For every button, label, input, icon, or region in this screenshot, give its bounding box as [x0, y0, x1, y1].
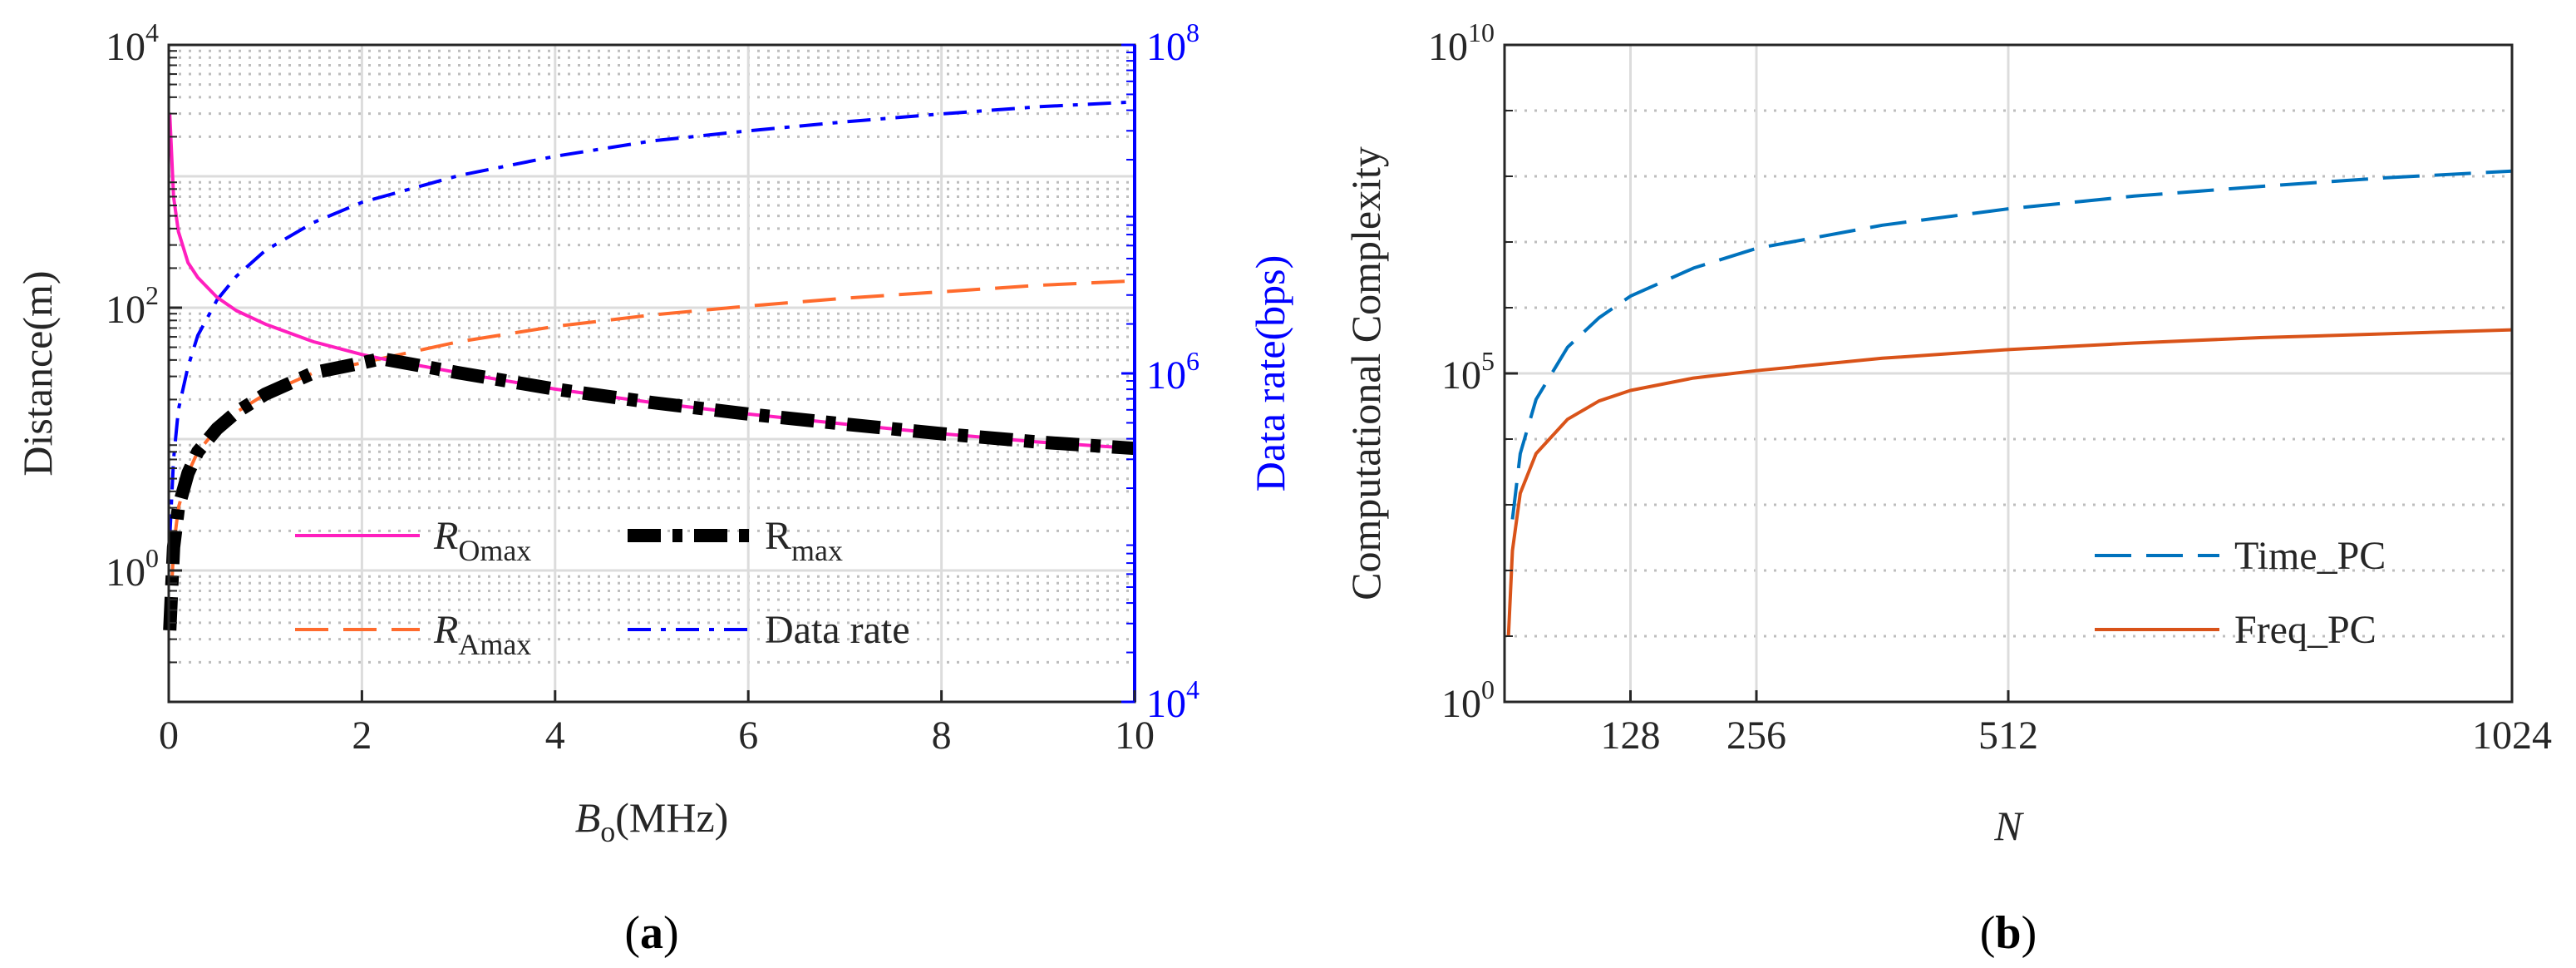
- chart-a-y-left-tick-label: 104: [106, 17, 159, 69]
- chart-b-series-time-pc: [1510, 169, 2513, 520]
- legend-label-freq-pc: Freq_PC: [2234, 608, 2377, 652]
- chart-a-y-right-tick-label: 108: [1146, 17, 1199, 69]
- chart-a-ticks: 0 2 4 6 8 10 100 102 104 104 106 108: [106, 17, 1199, 758]
- chart-a-xlabel-symbol: B: [575, 794, 601, 841]
- chart-b-series: [1506, 169, 2513, 637]
- chart-a-x-tick-label: 0: [159, 714, 179, 758]
- chart-a-series: [163, 100, 1135, 631]
- chart-a-xlabel-sub: o: [600, 815, 615, 848]
- chart-b-x-tick-label: 128: [1601, 714, 1661, 758]
- chart-b-x-tick-label: 1024: [2472, 714, 2552, 758]
- chart-a-x-tick-label: 10: [1115, 714, 1155, 758]
- chart-a: 0 2 4 6 8 10 100 102 104 104 106 108 Bo(MHz) Distan…: [14, 17, 1293, 959]
- chart-a-legend: ROmax Rmax RAmax Data rate: [295, 514, 910, 661]
- chart-b-caption: (b): [1980, 907, 2037, 959]
- chart-a-ylabel-left: Distance(m): [14, 270, 61, 476]
- legend-label-r-amax: RAmax: [433, 608, 531, 661]
- chart-b-x-tick-label: 512: [1978, 714, 2038, 758]
- chart-b-x-tick-label: 256: [1726, 714, 1786, 758]
- chart-a-xlabel: Bo(MHz): [575, 794, 729, 848]
- chart-b-ylabel: Computational Complexity: [1342, 146, 1389, 600]
- chart-a-series-r-max: [163, 352, 1135, 631]
- chart-b-ticks: 100 105 1010 128 256 512 1024: [1428, 17, 2552, 758]
- chart-b-xlabel: N: [1993, 803, 2024, 849]
- chart-b-legend: Time_PC Freq_PC: [2095, 534, 2386, 652]
- chart-b-series-freq-pc: [1506, 328, 2513, 637]
- legend-label-r-omax: ROmax: [433, 514, 531, 567]
- chart-a-y-left-tick-label: 100: [106, 543, 159, 595]
- chart-a-y-right-tick-label: 106: [1146, 346, 1199, 398]
- chart-a-x-tick-label: 4: [545, 714, 565, 758]
- chart-b-y-tick-label: 1010: [1428, 17, 1495, 69]
- chart-a-y-left-tick-label: 102: [106, 280, 159, 332]
- chart-a-x-tick-label: 2: [352, 714, 372, 758]
- legend-label-time-pc: Time_PC: [2234, 534, 2386, 578]
- chart-a-series-r-omax: [168, 113, 1135, 451]
- chart-b-y-tick-label: 105: [1441, 346, 1495, 398]
- legend-label-r-max: Rmax: [765, 514, 843, 567]
- chart-a-x-tick-label: 8: [932, 714, 952, 758]
- chart-a-xlabel-unit: (MHz): [615, 794, 728, 841]
- chart-a-series-data-rate: [168, 100, 1135, 538]
- chart-b: 100 105 1010 128 256 512 1024 N Computational …: [1342, 17, 2552, 959]
- chart-a-caption: (a): [624, 907, 678, 959]
- chart-a-ylabel-right: Data rate(bps): [1247, 255, 1293, 492]
- chart-b-y-tick-label: 100: [1441, 674, 1495, 726]
- legend-label-data-rate: Data rate: [765, 608, 910, 652]
- chart-a-x-tick-label: 6: [738, 714, 758, 758]
- chart-a-y-right-tick-label: 104: [1146, 674, 1199, 726]
